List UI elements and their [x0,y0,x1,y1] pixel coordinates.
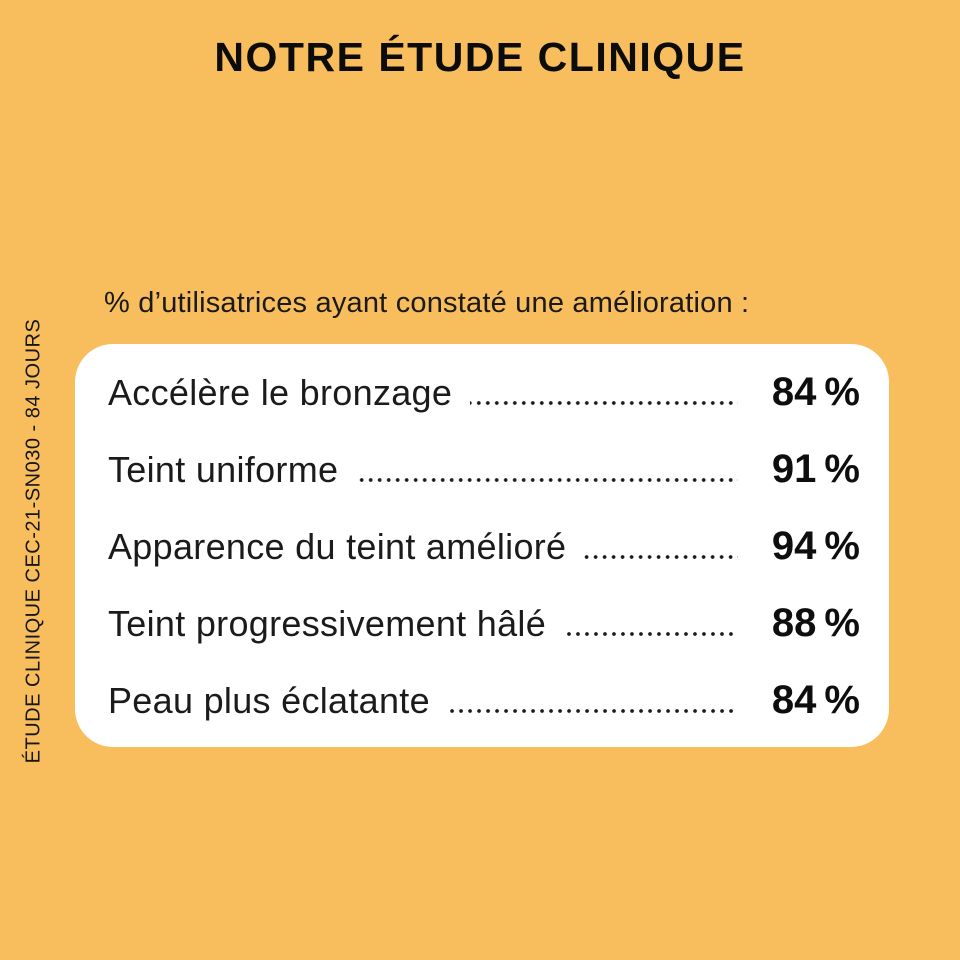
result-row: Apparence du teint amélioré 94 % [108,524,860,569]
dotted-leader [470,401,738,405]
result-value: 84 % [771,678,860,722]
dotted-leader [584,555,738,559]
study-subtitle: % d’utilisatrices ayant constaté une amé… [104,287,750,319]
result-label: Apparence du teint amélioré [108,526,567,567]
dotted-leader [447,709,738,713]
dotted-leader [564,632,738,636]
result-value: 91 % [771,447,860,491]
page-title: NOTRE ÉTUDE CLINIQUE [214,34,746,80]
result-row: Teint uniforme 91 % [108,447,860,492]
result-label: Peau plus éclatante [108,680,430,721]
result-value: 88 % [771,601,860,645]
result-value: 94 % [771,524,860,568]
result-value: 84 % [771,370,860,414]
result-row: Teint progressivement hâlé 88 % [108,601,860,646]
result-row: Accélère le bronzage 84 % [108,370,860,415]
study-reference-vertical-note: ÉTUDE CLINIQUE CEC-21-SN030 - 84 JOURS [22,318,45,764]
results-card: Accélère le bronzage 84 % Teint uniforme… [75,344,889,747]
dotted-leader [356,478,738,482]
result-row: Peau plus éclatante 84 % [108,678,860,723]
result-label: Teint uniforme [108,449,339,490]
result-label: Teint progressivement hâlé [108,603,547,644]
result-label: Accélère le bronzage [108,372,453,413]
